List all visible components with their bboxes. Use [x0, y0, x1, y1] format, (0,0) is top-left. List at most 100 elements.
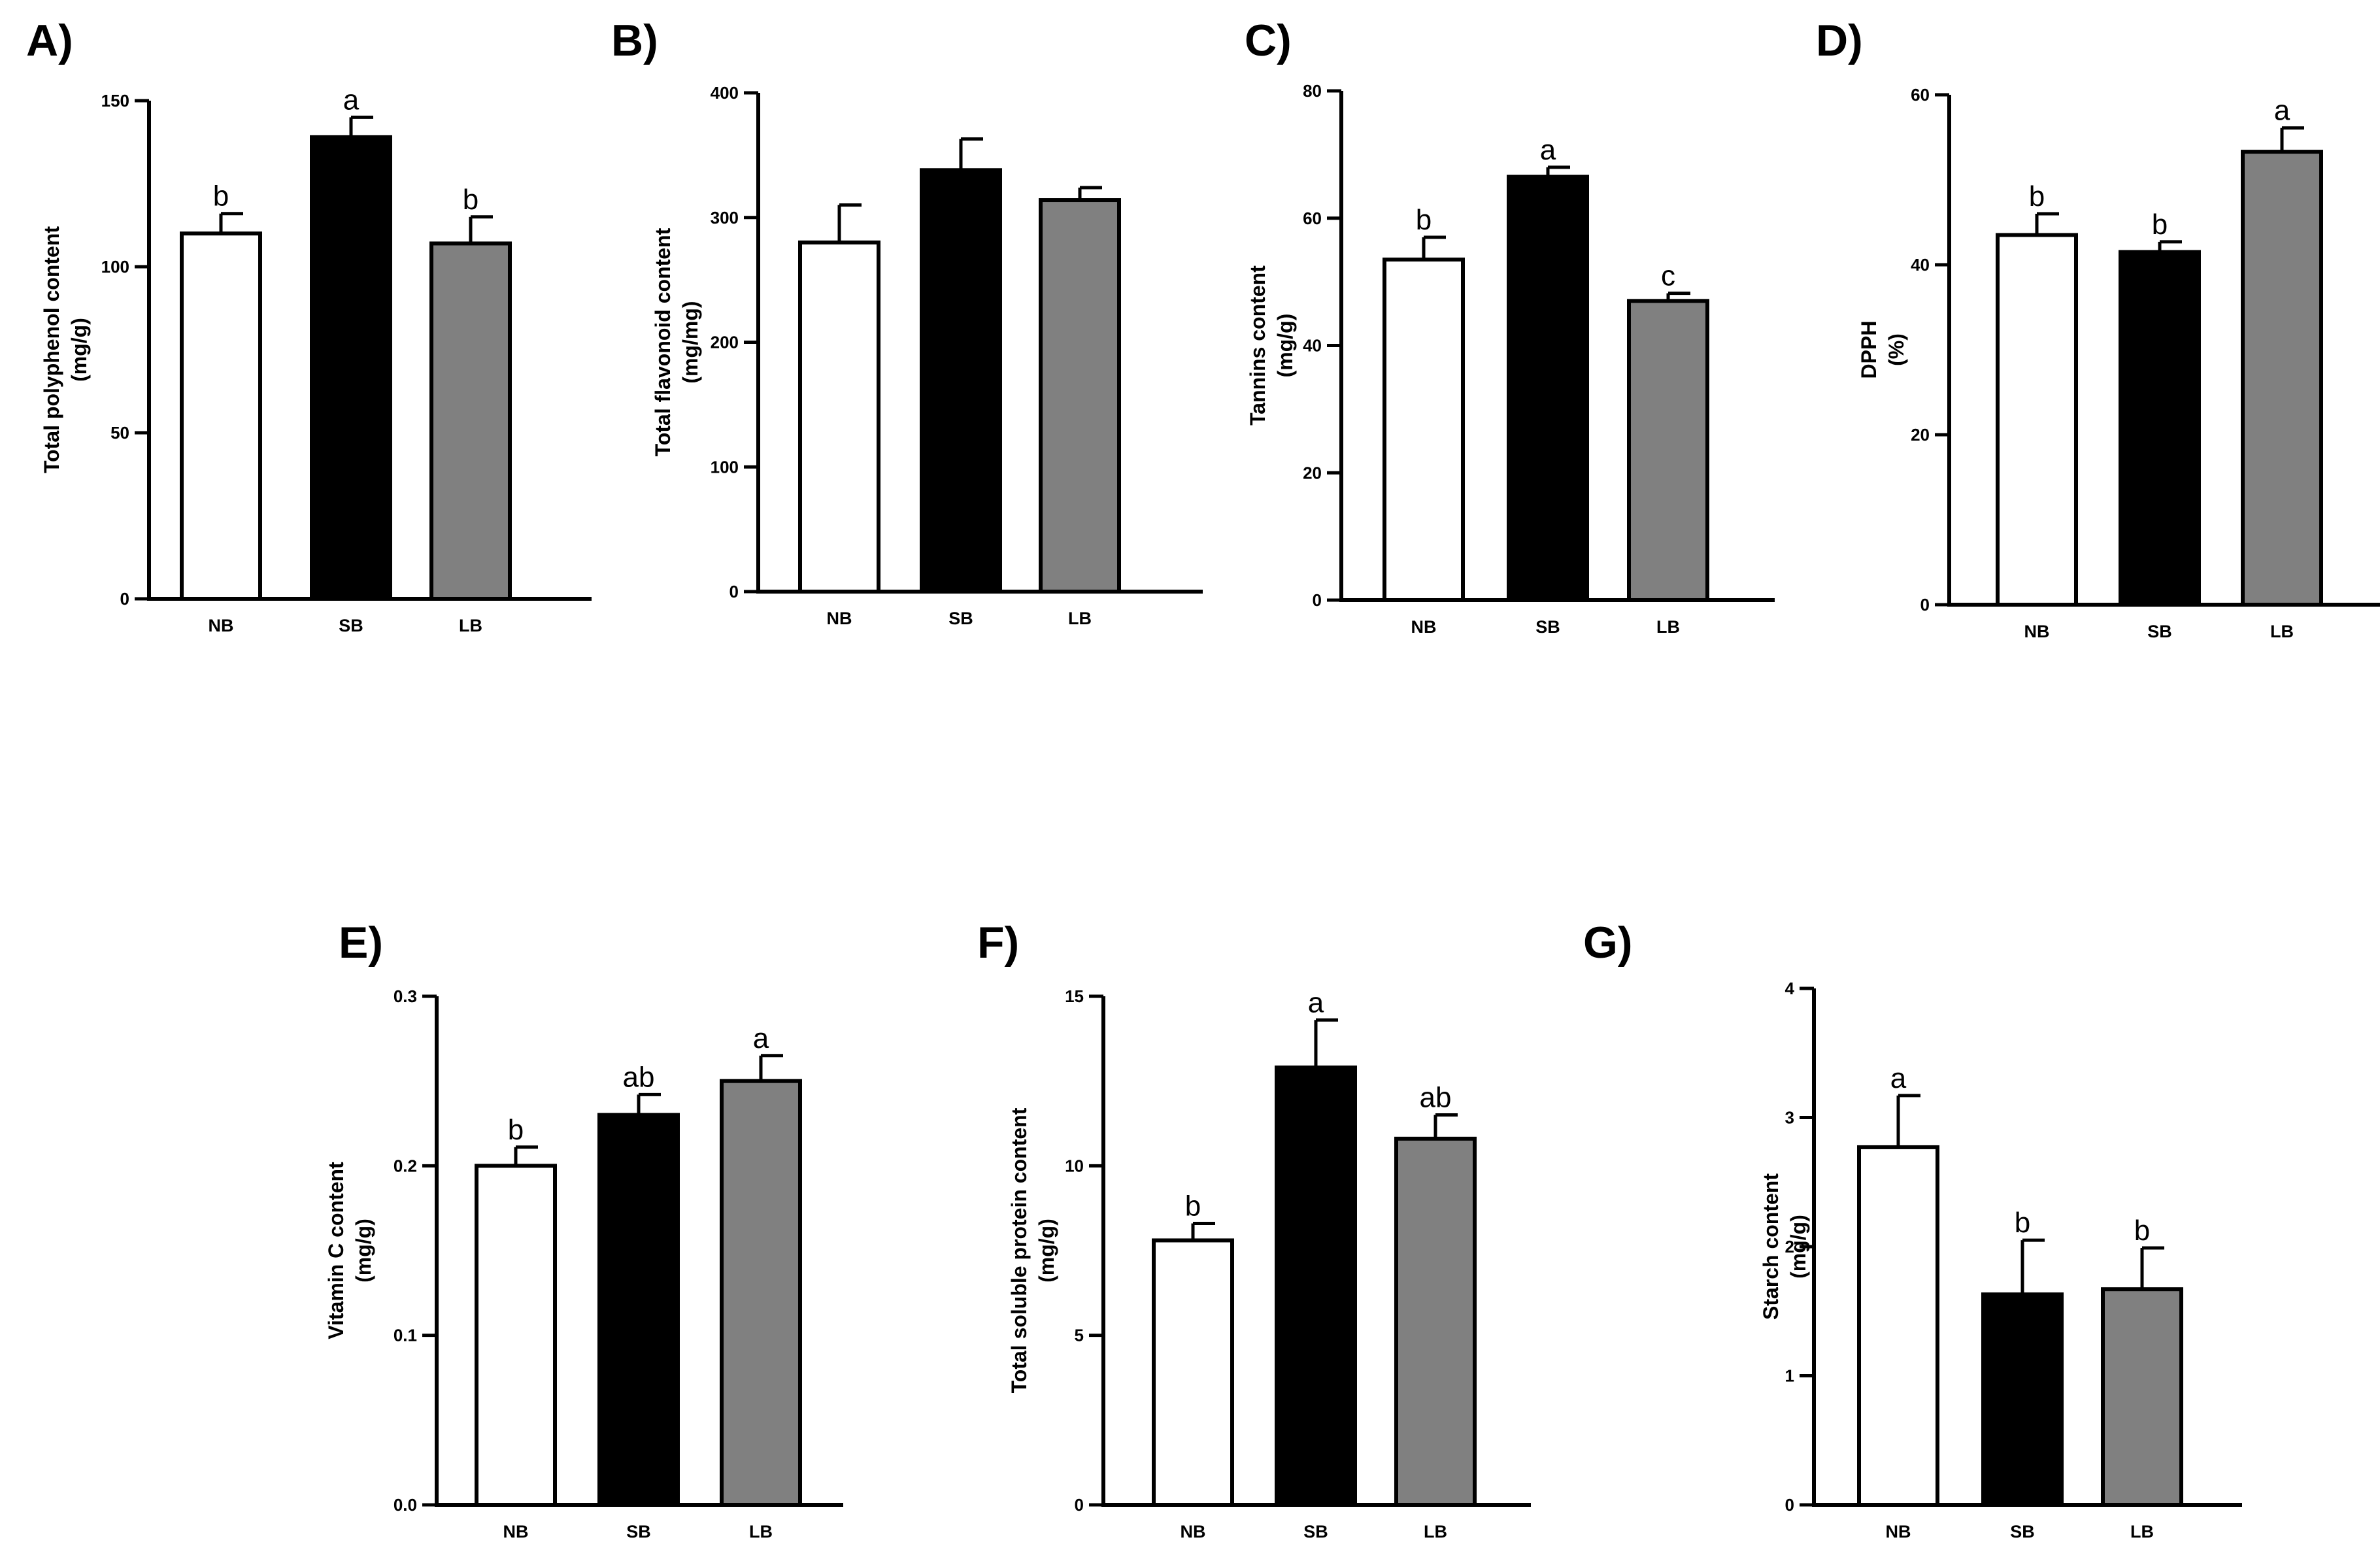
y-tick-label: 4	[1785, 979, 1795, 998]
significance-label: a	[2274, 95, 2290, 127]
x-category-label: LB	[1656, 617, 1680, 637]
y-tick-label: 10	[1065, 1156, 1084, 1175]
significance-label: a	[1540, 134, 1556, 166]
bar-nb	[1152, 1238, 1234, 1507]
chart-panel-f: F) 0 5 10 15 Total soluble protein content (mg…	[977, 918, 1531, 1541]
y-tick-label: 100	[101, 257, 129, 277]
significance-label: c	[1661, 260, 1675, 292]
y-axis-label: (mg/g)	[1273, 314, 1297, 378]
y-tick-label: 0.1	[394, 1326, 417, 1345]
bar-sb	[310, 135, 392, 601]
y-axis-label: Starch content	[1759, 1173, 1783, 1320]
x-category-label: SB	[948, 609, 973, 628]
y-tick-label: 0	[1920, 595, 1930, 614]
y-tick-label: 0	[729, 582, 739, 601]
x-category-label: NB	[209, 616, 234, 635]
y-tick-label: 40	[1911, 255, 1930, 275]
bar-sb	[597, 1113, 680, 1507]
chart-panel-a: A) 0 50 100 150 Total polyphenol content (mg/g…	[26, 16, 592, 635]
y-tick-label: 300	[711, 208, 739, 227]
bar-lb	[2241, 150, 2323, 607]
panel-label: F)	[977, 918, 1019, 968]
significance-label: b	[2015, 1207, 2030, 1239]
y-tick-label: 15	[1065, 986, 1084, 1006]
bar-nb	[1996, 233, 2078, 607]
y-tick-label: 50	[110, 423, 129, 443]
panel-label: C)	[1245, 16, 1292, 65]
chart-panel-d: D) 0 20 40 60 DPPH (%) b NB b SB a LB	[1816, 16, 2380, 641]
bar-lb	[1394, 1136, 1477, 1507]
y-axis-label: (mg/g)	[67, 318, 91, 382]
y-tick-label: 0	[1075, 1495, 1084, 1515]
significance-label: a	[1308, 986, 1324, 1018]
y-tick-label: 5	[1075, 1326, 1084, 1345]
y-tick-label: 0	[1313, 590, 1322, 610]
significance-label: b	[2134, 1215, 2150, 1247]
panel-label: E)	[339, 918, 383, 968]
y-axis-label: DPPH	[1857, 321, 1881, 379]
x-category-label: SB	[1535, 617, 1560, 637]
y-tick-label: 100	[711, 457, 739, 477]
bar-nb	[180, 231, 262, 601]
y-tick-label: 200	[711, 333, 739, 352]
y-tick-label: 0.2	[394, 1156, 417, 1175]
bar-nb	[1857, 1145, 1939, 1507]
chart-panel-b: B) 0 100 200 300 400 Total flavonoid content (m…	[611, 16, 1203, 628]
x-category-label: SB	[1303, 1522, 1328, 1541]
y-axis-label: (mg/g)	[352, 1219, 375, 1283]
y-axis-label: Vitamin C content	[324, 1162, 348, 1339]
bar-lb	[720, 1079, 802, 1507]
y-tick-label: 0.3	[394, 986, 417, 1006]
y-axis-label: Total flavonoid content	[651, 227, 675, 456]
significance-label: a	[343, 84, 360, 116]
bar-sb	[1275, 1065, 1357, 1507]
significance-label: a	[1890, 1062, 1907, 1094]
y-tick-label: 60	[1303, 209, 1322, 228]
y-axis-label: (mg/g)	[1786, 1215, 1810, 1279]
y-tick-label: 400	[711, 83, 739, 103]
bar-nb	[798, 240, 880, 594]
significance-label: ab	[1420, 1082, 1452, 1114]
x-category-label: SB	[2010, 1522, 2035, 1541]
y-axis-label: (mg/mg)	[679, 301, 702, 383]
x-category-label: LB	[2270, 622, 2294, 641]
y-tick-label: 20	[1303, 463, 1322, 482]
y-axis-label: Tannins content	[1246, 265, 1269, 426]
bar-nb	[1383, 258, 1465, 602]
significance-label: b	[1185, 1190, 1201, 1222]
significance-label: b	[213, 180, 229, 212]
x-category-label: NB	[1181, 1522, 1206, 1541]
x-category-label: NB	[1886, 1522, 1911, 1541]
panel-label: B)	[611, 16, 658, 65]
x-category-label: LB	[2130, 1522, 2154, 1541]
bar-lb	[1627, 299, 1709, 602]
x-category-label: NB	[2024, 622, 2050, 641]
x-category-label: NB	[503, 1522, 529, 1541]
y-tick-label: 1	[1785, 1366, 1794, 1386]
x-category-label: SB	[2147, 622, 2172, 641]
bar-sb	[920, 168, 1002, 594]
bar-sb	[1507, 175, 1589, 602]
y-axis-label: Total polyphenol content	[40, 226, 63, 473]
chart-panel-g: G) 0 1 2 3 4 Starch content (mg/g) a NB b SB b LB	[1583, 918, 2242, 1541]
x-category-label: LB	[459, 616, 482, 635]
bar-lb	[429, 241, 512, 601]
y-tick-label: 0	[1785, 1495, 1794, 1515]
chart-panel-c: C) 0 20 40 60 80 Tannins content (mg/g) b NB a SB c L…	[1245, 16, 1775, 637]
chart-panel-e: E) 0.0 0.1 0.2 0.3 Vitamin C content (mg/g) b NB…	[324, 918, 843, 1541]
x-category-label: NB	[1411, 617, 1437, 637]
x-category-label: NB	[827, 609, 852, 628]
significance-label: a	[753, 1022, 769, 1054]
x-category-label: LB	[1068, 609, 1092, 628]
bar-lb	[1039, 198, 1121, 594]
y-tick-label: 60	[1911, 85, 1930, 105]
y-axis-label: Total soluble protein content	[1007, 1107, 1031, 1393]
bar-sb	[2119, 250, 2201, 607]
significance-label: b	[508, 1114, 524, 1146]
y-tick-label: 150	[101, 91, 129, 110]
y-tick-label: 0.0	[394, 1495, 417, 1515]
significance-label: b	[1416, 204, 1432, 236]
significance-label: b	[463, 184, 478, 216]
y-axis-label: (mg/g)	[1035, 1219, 1058, 1283]
y-tick-label: 80	[1303, 81, 1322, 101]
